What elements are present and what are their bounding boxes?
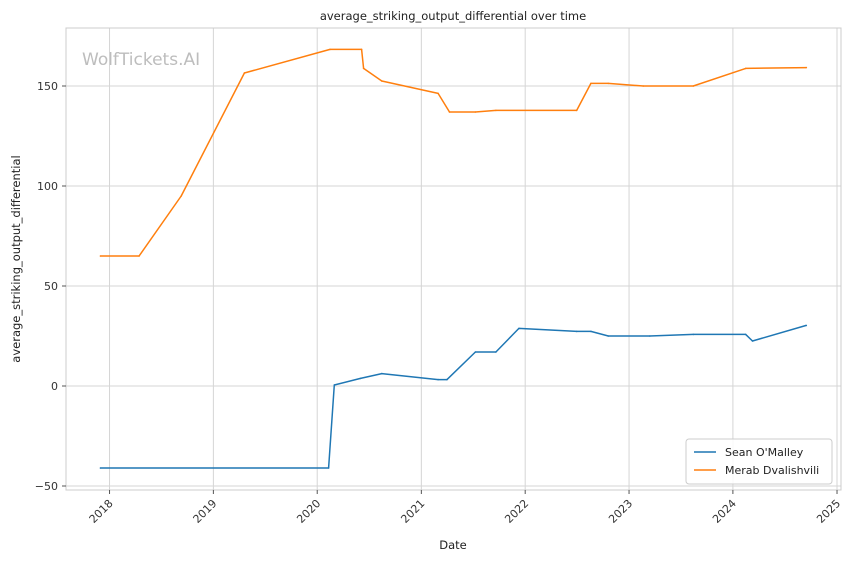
series-lines	[99, 48, 808, 469]
chart-title: average_striking_output_differential ove…	[320, 9, 586, 23]
data-point	[692, 85, 695, 87]
data-point	[333, 384, 336, 386]
data-point	[518, 327, 520, 330]
data-point	[99, 467, 102, 469]
data-point	[243, 72, 246, 74]
data-point	[381, 372, 383, 375]
data-point	[359, 377, 362, 380]
data-point	[360, 48, 363, 51]
watermark-text: WolfTickets.AI	[82, 50, 200, 70]
data-point	[446, 378, 448, 381]
data-point	[448, 111, 451, 113]
grid-lines	[66, 28, 841, 490]
data-point	[474, 351, 477, 353]
data-point	[327, 467, 330, 469]
y-tick-label: 100	[37, 180, 58, 193]
legend-box	[685, 438, 833, 485]
y-tick-label: 50	[44, 280, 58, 293]
data-point	[495, 109, 497, 112]
legend-label: Merab Dvalishvili	[725, 464, 819, 477]
data-point	[495, 351, 497, 353]
data-point	[575, 330, 578, 333]
data-point	[590, 330, 592, 333]
data-point	[607, 335, 610, 337]
data-point	[590, 82, 592, 85]
data-point	[607, 82, 610, 85]
y-axis-title: average_striking_output_differential	[9, 155, 23, 362]
series-line-sean-omalley	[100, 324, 807, 469]
legend: Sean O'Malley Merab Dvalishvili	[685, 438, 833, 485]
y-tick-label: 0	[51, 380, 58, 393]
data-point	[805, 66, 808, 69]
y-axis-ticks: −50 0 50 100 150	[35, 80, 66, 493]
data-point	[362, 67, 365, 70]
data-point	[642, 85, 645, 87]
data-point	[575, 109, 578, 112]
plot-area-frame	[65, 27, 842, 491]
data-point	[805, 324, 808, 327]
data-point	[437, 378, 439, 381]
data-point	[474, 111, 477, 113]
data-point	[138, 255, 140, 257]
y-tick-label: −50	[35, 480, 58, 493]
legend-label: Sean O'Malley	[725, 446, 804, 459]
y-tick-label: 150	[37, 80, 58, 93]
data-point	[751, 340, 754, 342]
data-point	[381, 80, 383, 82]
data-point	[744, 67, 747, 70]
data-point	[649, 335, 651, 337]
data-point	[437, 92, 439, 95]
data-point	[744, 333, 747, 336]
data-point	[692, 333, 695, 336]
data-point	[329, 48, 331, 51]
x-axis-title: Date	[439, 538, 467, 552]
data-point	[99, 255, 102, 257]
data-point	[180, 195, 183, 197]
